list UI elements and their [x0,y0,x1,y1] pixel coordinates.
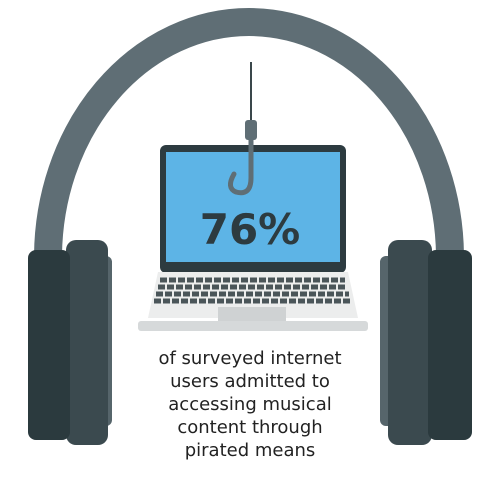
laptop [138,145,368,331]
fish-hook [228,62,257,196]
left-ear-cup [28,240,112,445]
right-ear-cup [380,240,472,445]
caption-line: users admitted to [170,371,330,392]
caption-line: of surveyed internet [158,348,341,369]
caption-line: content through [177,417,322,438]
keyboard [154,277,351,304]
caption-line: pirated means [185,440,316,461]
caption-line: accessing musical [168,394,331,415]
stat: 76% [200,205,301,254]
headband [34,8,464,259]
